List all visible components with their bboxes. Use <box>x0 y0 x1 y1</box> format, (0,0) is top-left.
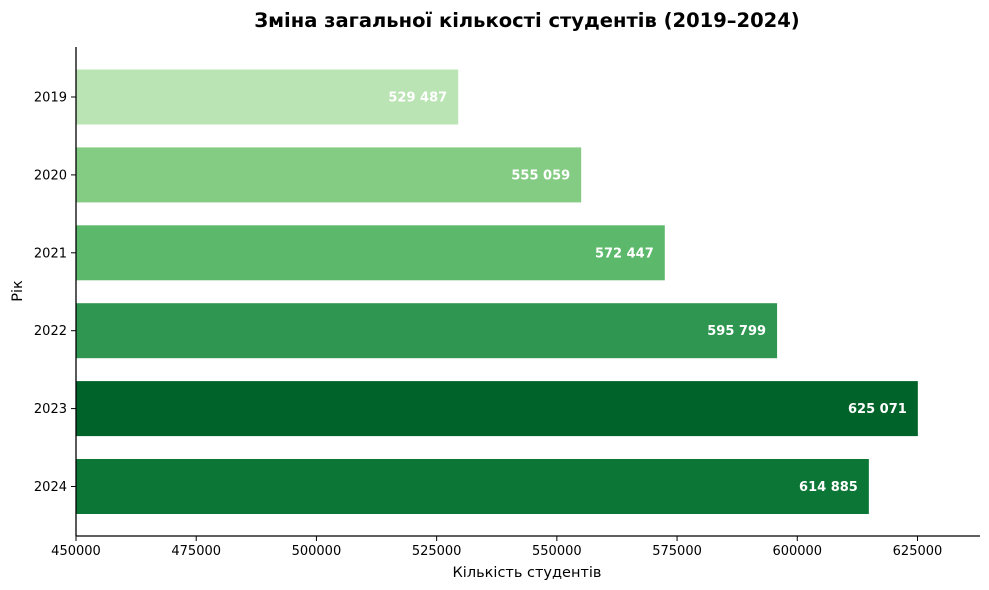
bar-2021 <box>76 225 665 281</box>
bar-2024 <box>76 459 869 514</box>
y-axis-label: Рік <box>10 280 26 302</box>
bar-2020 <box>76 147 582 203</box>
bar-2022 <box>76 303 778 359</box>
data-label-2019: 529 487 <box>388 91 447 106</box>
y-tick-label-2024: 2024 <box>34 480 67 495</box>
y-tick-label-2022: 2022 <box>34 324 67 339</box>
x-tick-label-525000: 525000 <box>412 544 462 559</box>
data-label-2020: 555 059 <box>511 168 570 183</box>
bar-2023 <box>76 381 918 437</box>
data-label-2024: 614 885 <box>799 480 858 495</box>
y-tick-label-2020: 2020 <box>34 168 67 183</box>
x-tick-label-475000: 475000 <box>171 544 221 559</box>
y-tick-label-2023: 2023 <box>34 402 67 417</box>
data-label-2021: 572 447 <box>595 246 654 261</box>
chart-title: Зміна загальної кількості студентів (201… <box>254 9 799 32</box>
data-label-2022: 595 799 <box>707 324 766 339</box>
x-axis-label: Кількість студентів <box>453 565 602 581</box>
y-tick-label-2021: 2021 <box>34 246 67 261</box>
data-label-2023: 625 071 <box>848 402 907 417</box>
x-tick-label-550000: 550000 <box>532 544 582 559</box>
x-tick-label-500000: 500000 <box>292 544 342 559</box>
x-ticks: 450000 475000 500000 525000 550000 575000 6000… <box>51 536 942 559</box>
bars-group: 529 487 555 059 572 447 595 799 625 071 614 8… <box>76 69 918 514</box>
y-tick-labels: 2019 2020 2021 2022 2023 2024 <box>34 91 76 495</box>
y-tick-label-2019: 2019 <box>34 91 67 106</box>
x-tick-label-600000: 600000 <box>772 544 822 559</box>
bar-2019 <box>76 69 459 125</box>
x-tick-label-625000: 625000 <box>893 544 943 559</box>
x-tick-label-575000: 575000 <box>652 544 702 559</box>
x-tick-label-450000: 450000 <box>51 544 101 559</box>
